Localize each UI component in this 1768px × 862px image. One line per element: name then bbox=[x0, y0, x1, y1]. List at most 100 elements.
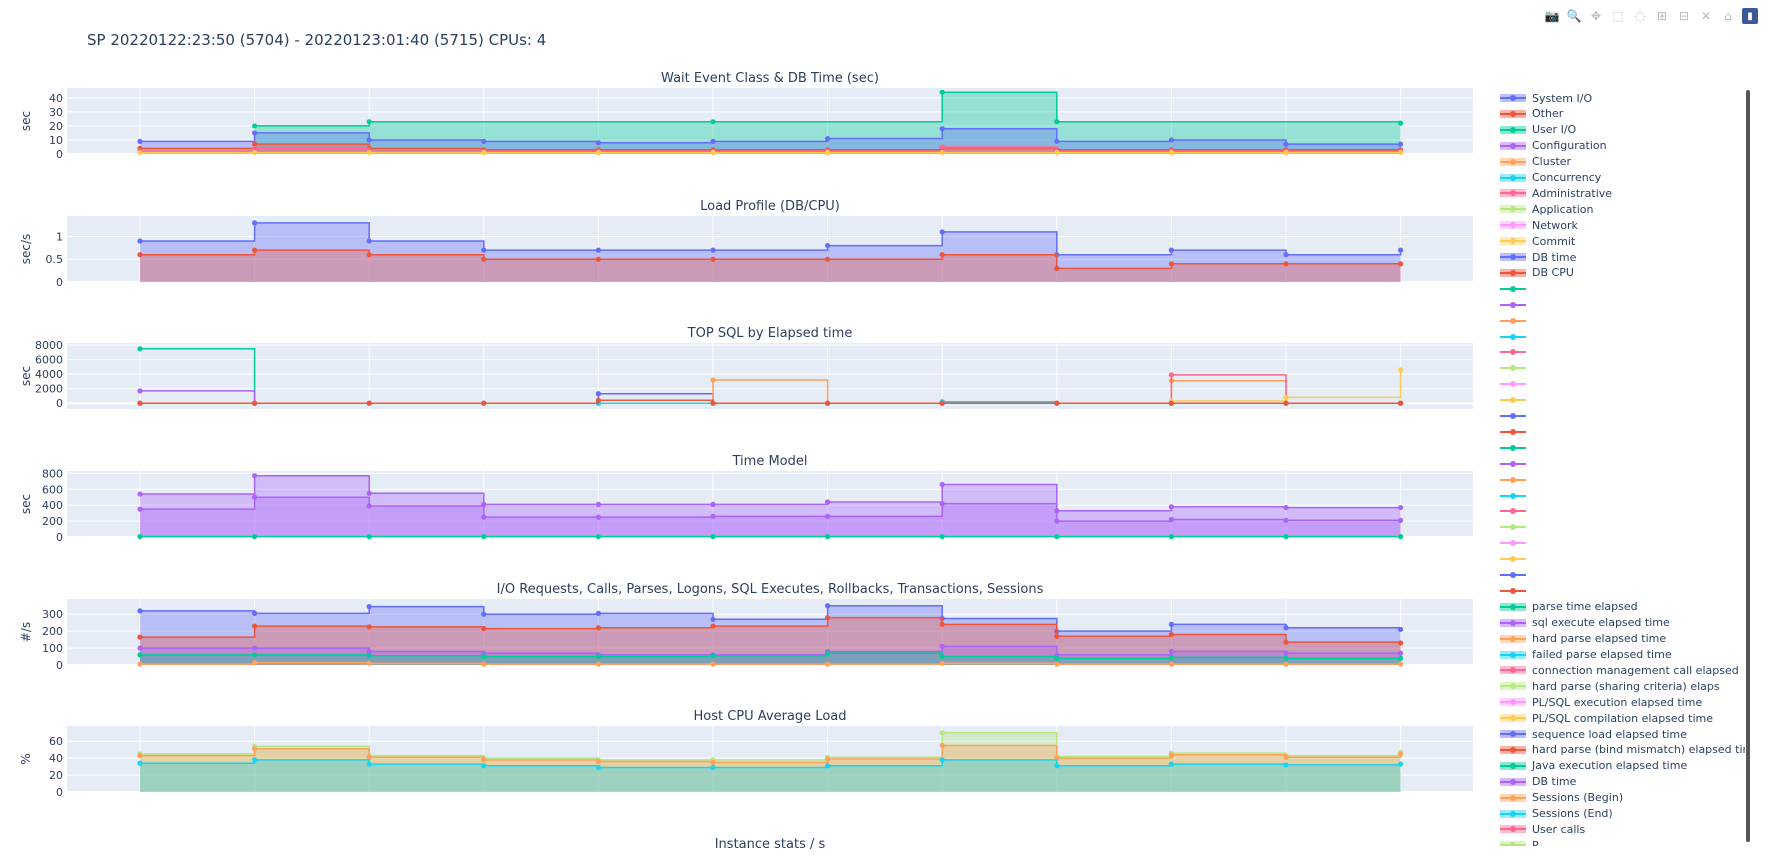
box-select-icon[interactable]: ⬚ bbox=[1612, 9, 1624, 23]
legend-item[interactable]: Other bbox=[1500, 106, 1563, 122]
legend-item[interactable]: P bbox=[1500, 837, 1539, 846]
legend-item[interactable]: Configuration bbox=[1500, 138, 1607, 154]
legend-item[interactable]: sql execute elapsed time bbox=[1500, 615, 1670, 631]
legend-item[interactable]: Java execution elapsed time bbox=[1500, 758, 1687, 774]
legend-item[interactable] bbox=[1500, 360, 1532, 376]
legend-item[interactable]: failed parse elapsed time bbox=[1500, 647, 1672, 663]
camera-icon[interactable]: 📷 bbox=[1544, 9, 1560, 23]
legend-item[interactable]: Commit bbox=[1500, 233, 1575, 249]
data-point bbox=[252, 473, 258, 479]
data-point bbox=[939, 144, 945, 150]
data-point bbox=[252, 534, 258, 540]
y-tick-label: 0.5 bbox=[46, 253, 64, 266]
legend-item[interactable]: sequence load elapsed time bbox=[1500, 726, 1687, 742]
legend-item[interactable] bbox=[1500, 440, 1532, 456]
data-point bbox=[1398, 534, 1404, 540]
legend-item[interactable]: Sessions (End) bbox=[1500, 806, 1613, 822]
legend-swatch bbox=[1500, 729, 1526, 739]
legend-item[interactable] bbox=[1500, 488, 1532, 504]
data-point bbox=[825, 650, 831, 656]
legend-swatch bbox=[1500, 411, 1526, 421]
legend-item[interactable] bbox=[1500, 519, 1532, 535]
legend-item[interactable]: Concurrency bbox=[1500, 170, 1601, 186]
legend-item[interactable] bbox=[1500, 376, 1532, 392]
legend-swatch bbox=[1500, 840, 1526, 846]
legend-item[interactable] bbox=[1500, 329, 1532, 345]
legend-swatch bbox=[1500, 93, 1526, 103]
legend-label: Commit bbox=[1532, 234, 1576, 248]
legend-item[interactable] bbox=[1500, 503, 1532, 519]
zoom-in-icon[interactable]: ⊞ bbox=[1656, 9, 1668, 23]
data-point bbox=[1054, 633, 1060, 639]
legend-label: User I/O bbox=[1532, 123, 1577, 137]
legend-item[interactable]: Application bbox=[1500, 201, 1593, 217]
legend-item[interactable]: PL/SQL execution elapsed time bbox=[1500, 694, 1702, 710]
zoom-icon[interactable]: 🔍 bbox=[1566, 9, 1582, 23]
legend-item[interactable]: hard parse elapsed time bbox=[1500, 631, 1666, 647]
data-point bbox=[1283, 400, 1289, 406]
legend-label: hard parse (bind mismatch) elapsed time bbox=[1532, 743, 1745, 757]
legend-item[interactable]: Network bbox=[1500, 217, 1578, 233]
data-point bbox=[1398, 504, 1404, 511]
legend-swatch bbox=[1500, 157, 1526, 167]
legend-item[interactable]: hard parse (sharing criteria) elaps bbox=[1500, 678, 1720, 694]
y-tick-label: 100 bbox=[42, 642, 63, 655]
pan-icon[interactable]: ✥ bbox=[1590, 9, 1602, 23]
legend-item[interactable] bbox=[1500, 313, 1532, 329]
zoom-out-icon[interactable]: ⊟ bbox=[1678, 9, 1690, 23]
data-point bbox=[1398, 247, 1404, 253]
data-point bbox=[1398, 751, 1404, 757]
legend-item[interactable] bbox=[1500, 424, 1532, 440]
legend-item[interactable]: DB time bbox=[1500, 774, 1576, 790]
data-point bbox=[1283, 504, 1289, 511]
chart-panel: I/O Requests, Calls, Parses, Logons, SQL… bbox=[19, 582, 1473, 672]
legend-item[interactable] bbox=[1500, 408, 1532, 424]
legend-item[interactable] bbox=[1500, 456, 1532, 472]
legend-scrollbar[interactable] bbox=[1746, 90, 1750, 842]
y-axis-label: sec bbox=[19, 111, 33, 131]
legend-swatch bbox=[1500, 665, 1526, 675]
data-point bbox=[595, 247, 602, 253]
legend-item[interactable] bbox=[1500, 551, 1532, 567]
legend-label: parse time elapsed bbox=[1532, 600, 1638, 614]
data-point bbox=[1054, 265, 1060, 271]
data-point bbox=[252, 652, 258, 658]
legend-item[interactable]: Cluster bbox=[1500, 154, 1571, 170]
legend-item[interactable]: DB CPU bbox=[1500, 265, 1574, 281]
data-point bbox=[1398, 640, 1404, 646]
legend-label: Other bbox=[1532, 107, 1564, 121]
data-point bbox=[1054, 149, 1060, 156]
plotly-logo-icon[interactable]: ▮ bbox=[1742, 8, 1758, 24]
legend-swatch bbox=[1500, 618, 1526, 628]
legend-item[interactable]: hard parse (bind mismatch) elapsed time bbox=[1500, 742, 1745, 758]
lasso-select-icon[interactable]: ◌ bbox=[1634, 9, 1646, 23]
legend-item[interactable]: parse time elapsed bbox=[1500, 599, 1638, 615]
legend-item[interactable] bbox=[1500, 281, 1532, 297]
legend-label: PL/SQL execution elapsed time bbox=[1532, 695, 1703, 709]
data-point bbox=[710, 616, 716, 622]
legend-item[interactable]: Sessions (Begin) bbox=[1500, 790, 1623, 806]
legend-item[interactable] bbox=[1500, 297, 1532, 313]
legend-swatch bbox=[1500, 745, 1526, 755]
legend-label: User calls bbox=[1532, 822, 1586, 836]
legend-item[interactable]: PL/SQL compilation elapsed time bbox=[1500, 710, 1713, 726]
legend-swatch bbox=[1500, 793, 1526, 803]
legend-item[interactable]: DB time bbox=[1500, 249, 1576, 265]
legend-item[interactable] bbox=[1500, 472, 1532, 488]
data-point bbox=[252, 149, 258, 156]
legend-item[interactable]: User I/O bbox=[1500, 122, 1576, 138]
legend-swatch bbox=[1500, 125, 1526, 135]
legend-item[interactable] bbox=[1500, 535, 1532, 551]
legend-swatch bbox=[1500, 824, 1526, 834]
legend-item[interactable] bbox=[1500, 344, 1532, 360]
legend-item[interactable] bbox=[1500, 567, 1532, 583]
legend-item[interactable]: Administrative bbox=[1500, 185, 1612, 201]
home-icon[interactable]: ⌂ bbox=[1724, 9, 1732, 23]
autoscale-icon[interactable]: ✕ bbox=[1700, 9, 1712, 23]
data-point bbox=[1168, 752, 1174, 758]
legend-item[interactable]: System I/O bbox=[1500, 90, 1592, 106]
legend-item[interactable]: User calls bbox=[1500, 821, 1585, 837]
legend-item[interactable] bbox=[1500, 392, 1532, 408]
legend-item[interactable]: connection management call elapsed bbox=[1500, 662, 1739, 678]
legend-item[interactable] bbox=[1500, 583, 1532, 599]
